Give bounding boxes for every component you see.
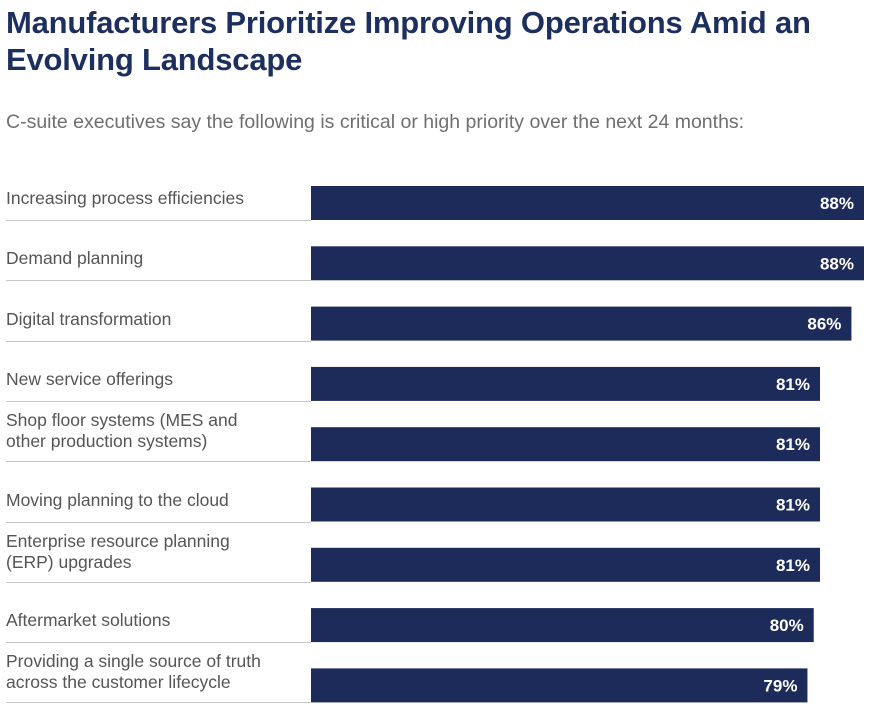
category-label-8: Providing a single source of truth acros… bbox=[6, 651, 261, 693]
category-rule-2 bbox=[6, 340, 311, 342]
chart-title: Manufacturers Prioritize Improving Opera… bbox=[6, 5, 811, 77]
bar-value-label-7: 80% bbox=[770, 616, 804, 635]
category-rule-4 bbox=[6, 461, 311, 463]
bar-value-label-3: 81% bbox=[776, 375, 810, 394]
category-rule-5 bbox=[6, 521, 311, 523]
category-rule-6 bbox=[6, 581, 311, 583]
bar-value-label-4: 81% bbox=[776, 435, 810, 454]
bar-value-label-1: 88% bbox=[820, 254, 854, 273]
category-label-6: Enterprise resource planning (ERP) upgra… bbox=[6, 530, 230, 572]
bar-4 bbox=[311, 427, 821, 462]
bar-6 bbox=[311, 547, 821, 582]
bar-5 bbox=[311, 487, 821, 522]
category-label-2: Digital transformation bbox=[6, 308, 172, 329]
category-label-7: Aftermarket solutions bbox=[6, 610, 171, 631]
category-rule-8 bbox=[6, 702, 311, 704]
category-rule-0 bbox=[6, 220, 311, 221]
bar-0 bbox=[311, 186, 864, 220]
bar-8 bbox=[311, 668, 808, 703]
bar-3 bbox=[311, 366, 821, 401]
bar-value-label-2: 86% bbox=[807, 315, 841, 334]
bar-7 bbox=[311, 608, 814, 643]
bar-value-label-0: 88% bbox=[820, 194, 854, 213]
category-label-1: Demand planning bbox=[6, 248, 144, 269]
bar-value-label-5: 81% bbox=[776, 496, 810, 515]
category-label-3: New service offerings bbox=[6, 368, 173, 389]
bar-2 bbox=[311, 306, 852, 341]
category-rule-3 bbox=[6, 400, 311, 402]
bar-value-label-6: 81% bbox=[776, 556, 810, 575]
category-label-0: Increasing process efficiencies bbox=[6, 188, 244, 208]
chart-subtitle: C-suite executives say the following is … bbox=[6, 111, 745, 133]
category-rule-1 bbox=[6, 280, 311, 282]
category-rule-7 bbox=[6, 642, 311, 644]
category-label-4: Shop floor systems (MES and other produc… bbox=[6, 410, 238, 452]
bar-value-label-8: 79% bbox=[763, 676, 797, 695]
bar-1 bbox=[311, 246, 864, 281]
category-label-5: Moving planning to the cloud bbox=[6, 489, 229, 510]
